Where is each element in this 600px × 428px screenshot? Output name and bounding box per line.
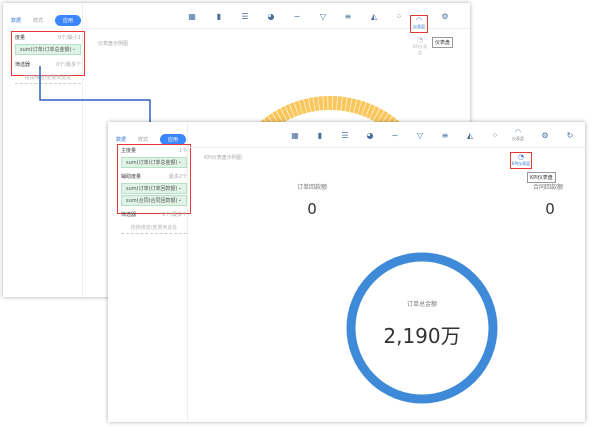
filter-drop-zone[interactable]: 拖拽维度/度量到此处 [121,222,187,234]
tooltip: 仪表盘 [432,37,454,48]
line-chart-icon[interactable]: ∼ [391,131,399,140]
chart-title: KPI仪表盘示例图 [204,155,242,161]
area-chart-icon[interactable]: ◭ [466,131,474,140]
kpi-gauge-button[interactable]: ◔ KPI仪表盘 [510,152,532,169]
gauge-label: 仪表盘 [413,24,425,29]
scatter-icon[interactable]: ⁘ [395,12,403,21]
sidebar: 数据 样式 应用 度量 0个/最小1 sum(订单(订单总金额) ⌄ 筛选器 0个/最… [3,3,85,297]
measure-label: 度量 [15,35,26,41]
highlight-box: 度量 0个/最小1 sum(订单(订单总金额) ⌄ 筛选器 0个/最多个 拖拽维度/度… [11,31,85,84]
filter-label: 筛选器 [121,212,137,218]
settings-icon[interactable]: ⚙ [441,12,449,21]
measure-pill[interactable]: sum(订单(订单总金额) ⌄ [15,44,81,55]
kpi-gauge-label: KPI仪表盘 [511,161,531,166]
kpi-gauge-label: KPI仪表盘 [412,44,428,55]
filter-hint: 0个/最多个 [162,212,187,218]
chart-title: 仪表盘示例图 [98,41,129,47]
sidebar: 数据 样式 应用 主度量 1个 sum(订单(订单总金额) ⌄ 辅助度量 最多2个 s… [108,122,191,422]
main-measure-hint: 1个 [178,148,187,154]
horizontal-bar-icon[interactable]: ☰ [341,131,349,140]
pill-text: sum(订单(订单回款额) [126,186,178,192]
kpi-label: 订单回款额 [296,184,327,191]
aux-measure-pill[interactable]: sum(订单(订单回款额) ⌄ [121,183,187,194]
aux-measure-hint: 最多2个 [168,174,187,180]
highlight-box: 主度量 1个 sum(订单(订单总金额) ⌄ 辅助度量 最多2个 sum(订单(订单回… [117,144,191,234]
gauge-icon: ◠ [415,16,423,24]
ring [346,252,498,404]
chevron-down-icon: ⌄ [177,159,182,165]
filter-label: 筛选器 [15,62,31,68]
apply-button[interactable]: 应用 [55,15,82,26]
pie-chart-icon[interactable]: ◕ [366,131,374,140]
tab-data[interactable]: 数据 [116,137,127,143]
gauge-icon: ◠ [514,128,522,136]
toolbar: ▦ ▮ ☰ ◕ ∼ ▽ ≡ ◭ ⁘ ◠ 仪表盘 ⚙ ↻ [188,122,585,148]
pill-text: sum(合同(合同回款额) [126,198,178,204]
gauge-label: 仪表盘 [512,136,524,141]
line-chart-icon[interactable]: ∼ [293,12,301,21]
main-kpi-value: 2,190万 [383,324,461,348]
scatter-icon[interactable]: ⁘ [491,131,499,140]
refresh-icon[interactable]: ↻ [566,131,574,140]
funnel-icon[interactable]: ▽ [319,12,327,21]
filter-drop-zone[interactable]: 拖拽维度/度量到此处 [15,72,81,84]
kpi-label: 合同回款额 [532,184,563,191]
horizontal-bar-icon[interactable]: ☰ [241,12,249,21]
measure-hint: 0个/最小1 [57,35,81,41]
main-kpi-label: 订单总金额 [406,301,437,308]
filter-hint: 0个/最多个 [56,62,81,68]
bar-chart-icon[interactable]: ▮ [317,131,323,140]
apply-button[interactable]: 应用 [160,134,187,145]
table-icon[interactable]: ▦ [188,12,196,21]
tab-style[interactable]: 样式 [138,137,149,143]
kpi-ring [346,252,498,404]
kpi-gauge-icon: ◔ [416,36,424,44]
settings-icon[interactable]: ⚙ [541,131,549,140]
main-measure-pill[interactable]: sum(订单(订单总金额) ⌄ [121,157,187,168]
main-measure-label: 主度量 [121,148,137,154]
funnel-icon[interactable]: ▽ [416,131,424,140]
kpi-value: 0 [307,200,317,218]
kpi-gauge-icon: ◔ [517,153,525,161]
tab-data[interactable]: 数据 [11,18,22,24]
aux-measure-pill[interactable]: sum(合同(合同回款额) ⌄ [121,195,187,206]
kpi-value: 0 [545,200,555,218]
aux-measure-label: 辅助度量 [121,174,142,180]
chevron-down-icon: ⌄ [71,46,76,52]
gauge-button[interactable]: ◠ 仪表盘 [410,15,428,33]
pill-text: sum(订单(订单总金额) [20,47,72,53]
pie-chart-icon[interactable]: ◕ [267,12,275,21]
table-icon[interactable]: ▦ [291,131,299,140]
area-chart-icon[interactable]: ◭ [370,12,378,21]
filter-chart-icon[interactable]: ≡ [441,131,449,140]
tab-style[interactable]: 样式 [33,18,44,24]
toolbar: ▦ ▮ ☰ ◕ ∼ ▽ ≡ ◭ ⁘ ⚙ [83,3,470,29]
filter-chart-icon[interactable]: ≡ [344,12,352,21]
pill-text: sum(订单(订单总金额) [126,160,178,166]
chevron-down-icon: ⌄ [177,185,182,191]
tooltip: KPI仪表盘 [527,172,556,183]
bar-chart-icon[interactable]: ▮ [216,12,222,21]
kpi-gauge-option[interactable]: ◔ KPI仪表盘 [411,36,429,56]
chevron-down-icon: ⌄ [177,197,182,203]
front-window: 数据 样式 应用 主度量 1个 sum(订单(订单总金额) ⌄ 辅助度量 最多2个 s… [108,122,585,422]
gauge-button[interactable]: ◠ 仪表盘 [509,128,527,142]
